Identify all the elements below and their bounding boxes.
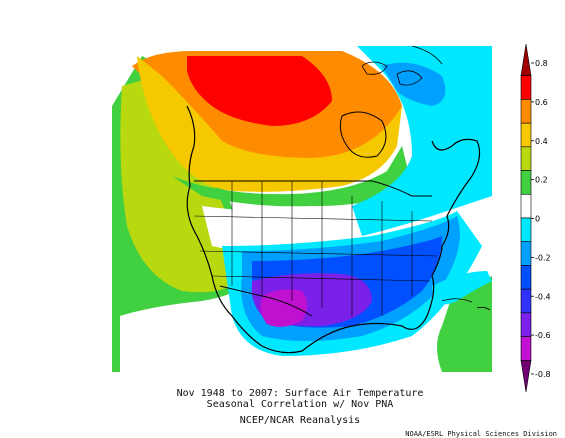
colorbar-swatch-c_p04 xyxy=(520,99,532,124)
state-lines xyxy=(193,181,438,316)
colorbar-swatch-c_m03 xyxy=(520,265,532,290)
colorbar-swatch-c_p01 xyxy=(520,170,532,195)
colorbar-swatch-c_m01 xyxy=(520,217,532,243)
arctic-islands xyxy=(361,46,443,86)
colorbar-tick-label: 0.8 xyxy=(535,59,548,68)
coastline-east xyxy=(431,138,481,247)
credit-line: NOAA/ESRL Physical Sciences Division xyxy=(405,430,557,438)
colorbar-swatch-c_p08 xyxy=(520,43,532,77)
coastline-west xyxy=(186,105,263,347)
coastline-gulf xyxy=(261,245,443,354)
field-red-yukon xyxy=(187,56,332,126)
hudson-bay-outline xyxy=(339,111,387,158)
colorbar-tick-label: -0.4 xyxy=(535,292,551,301)
colorbar-swatches xyxy=(520,43,532,393)
colorbar-swatch-c_m04 xyxy=(520,288,532,314)
colorbar-swatch-c_m05 xyxy=(520,312,532,337)
colorbar-swatch-c_p03 xyxy=(520,122,532,148)
field-magenta-texas xyxy=(260,289,307,327)
colorbar-svg: 0.8 0.6 0.4 0.2 0 -0.2 -0.4 -0.6 -0.8 xyxy=(520,43,551,393)
us-mexico-border xyxy=(219,285,313,317)
colorbar-tick-label: 0 xyxy=(535,215,540,224)
colorbar-swatch-c_m06 xyxy=(520,336,532,361)
correlation-map xyxy=(112,46,492,372)
colorbar-swatch-c_zero xyxy=(520,193,532,219)
caption-source: NCEP/NCAR Reanalysis xyxy=(239,415,361,426)
us-canada-border xyxy=(194,180,432,197)
colorbar-tick-label: 0.4 xyxy=(535,137,548,146)
caption-subtitle: Seasonal Correlation w/ Nov PNA xyxy=(206,399,394,410)
colorbar-tick-label: -0.2 xyxy=(535,253,551,262)
caribbean-islands xyxy=(441,298,491,311)
colorbar-swatch-c_m02 xyxy=(520,241,532,266)
colorbar: 0.8 0.6 0.4 0.2 0 -0.2 -0.4 -0.6 -0.8 xyxy=(516,38,564,398)
field-yellow-nw xyxy=(137,56,402,192)
colorbar-swatch-c_m08 xyxy=(520,359,532,393)
colorbar-swatch-c_p02 xyxy=(520,146,532,171)
field-cyan-east xyxy=(352,46,492,236)
colorbar-tick-label: 0.6 xyxy=(535,98,548,107)
caption-title: Nov 1948 to 2007: Surface Air Temperatur… xyxy=(176,388,424,399)
map-canvas xyxy=(112,46,492,372)
colorbar-ticks: 0.8 0.6 0.4 0.2 0 -0.2 -0.4 -0.6 -0.8 xyxy=(531,59,551,379)
field-cyan-atlantic xyxy=(432,271,492,305)
colorbar-tick-label: 0.2 xyxy=(535,176,548,185)
colorbar-tick-label: -0.8 xyxy=(535,370,551,379)
colorbar-tick-label: -0.6 xyxy=(535,331,551,340)
colorbar-swatch-c_p06 xyxy=(520,75,532,100)
